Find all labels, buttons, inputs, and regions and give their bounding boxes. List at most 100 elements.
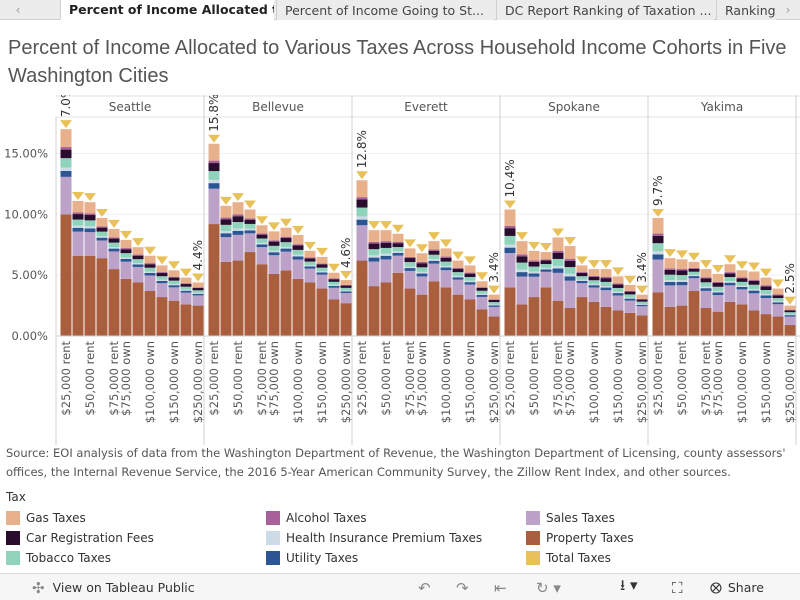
bar-segment [368,249,380,256]
total-marker [760,268,772,277]
total-marker [220,196,232,205]
total-marker [488,285,500,294]
legend-item[interactable]: Property Taxes [526,530,634,546]
legend-item[interactable]: Health Insurance Premium Taxes [266,530,482,546]
share-button[interactable]: ⭙ Share [710,574,764,600]
bar-segment [156,272,168,274]
download-icon[interactable]: ⭳ ▾ [620,576,638,594]
bar-segment [304,282,316,336]
chevron-left-icon[interactable]: ‹ [15,3,21,17]
y-tick-label: 10.00% [4,207,48,221]
bar-segment [736,285,748,287]
tab-dc-report[interactable]: DC Report Ranking of Taxation ... [496,0,714,20]
bar-segment [676,282,688,286]
bar-segment [220,233,232,238]
bar-segment [244,209,256,219]
view-on-tableau-public-button[interactable]: ✣ View on Tableau Public [32,574,195,600]
bar-segment [736,277,748,279]
x-tick-label: $75,000 rent [699,341,713,416]
bar-segment [624,294,636,298]
x-tick-label: $250,000 own [487,341,501,423]
legend-label: Total Taxes [546,551,611,565]
total-marker [416,244,428,253]
tab-income-allocated[interactable]: Percent of Income Allocated to... [60,0,274,20]
total-label-first: 12.8% [355,130,369,168]
bar-segment [84,226,96,229]
legend-label: Sales Taxes [546,511,615,525]
bar-segment [340,303,352,336]
bar-segment [132,254,144,256]
bar-segment [356,199,368,208]
total-marker [600,260,612,269]
bar-segment [208,179,220,184]
bar-segment [72,255,84,336]
bar-segment [588,276,600,281]
bar-segment [552,272,564,301]
bar-segment [416,276,428,295]
bar-segment [108,251,120,270]
bar-segment [304,250,316,258]
source-note: Source: EOI analysis of data from the Wa… [6,446,786,479]
revert-icon[interactable]: ⇤ [494,578,507,597]
bar-segment [144,255,156,264]
bar-segment [688,274,700,277]
bar-segment [192,288,204,291]
bar-segment [464,273,476,278]
bar-segment [156,283,168,298]
bar-segment [600,277,612,279]
bar-segment [488,304,500,306]
legend-swatch [6,511,20,525]
fullscreen-icon[interactable]: ⛶ [672,578,683,597]
bar-segment [232,216,244,223]
bar-segment [268,273,280,336]
bar-segment [624,312,636,336]
bar-segment [540,287,552,336]
bar-segment [316,274,328,289]
x-tick-label: $50,000 rent [675,341,689,416]
bar-segment [712,311,724,336]
bar-segment [664,268,676,270]
tab-strip: ‹ Percent of Income Allocated to... Perc… [0,0,800,20]
legend-title: Tax [6,490,26,504]
bar-segment [476,290,488,294]
total-marker [96,208,108,217]
x-tick-label: $50,000 rent [83,341,97,416]
legend-item[interactable]: Car Registration Fees [6,530,154,546]
x-tick-label: $150,000 own [759,341,773,423]
tab-income-going[interactable]: Percent of Income Going to St... [276,0,494,20]
chevron-right-icon[interactable]: › [785,3,791,17]
bar-segment [280,251,292,271]
bar-segment [108,237,120,239]
bar-segment [60,170,72,177]
total-label-first: 7.0% [59,95,73,117]
legend-item[interactable]: Sales Taxes [526,510,615,526]
legend-item[interactable]: Utility Taxes [266,550,358,566]
total-marker [440,239,452,248]
bar-segment [504,209,516,226]
x-tick-label: $100,000 own [291,341,305,423]
panel-header-bellevue: Bellevue [252,100,304,114]
bar-segment [588,283,600,286]
redo-icon[interactable]: ↷ [456,578,469,597]
undo-icon[interactable]: ↶ [418,578,431,597]
bar-segment [676,270,688,276]
legend-item[interactable]: Tobacco Taxes [6,550,111,566]
legend-label: Property Taxes [546,531,634,545]
total-marker [304,241,316,250]
bar-segment [760,298,772,315]
bar-segment [380,230,392,242]
bar-segment [528,260,540,262]
bar-segment [564,280,576,309]
bar-segment [724,273,736,278]
refresh-icon[interactable]: ↻ ▾ [536,578,561,597]
legend-item[interactable]: Alcohol Taxes [266,510,367,526]
legend-item[interactable]: Total Taxes [526,550,611,566]
tab-ranking[interactable]: Ranking [716,0,776,20]
total-marker [84,193,96,202]
x-tick-label: $75,000 own [711,341,725,416]
bar-segment [96,231,108,237]
legend-item[interactable]: Gas Taxes [6,510,86,526]
bar-segment [624,284,636,291]
total-marker [636,285,648,294]
total-marker [564,236,576,245]
